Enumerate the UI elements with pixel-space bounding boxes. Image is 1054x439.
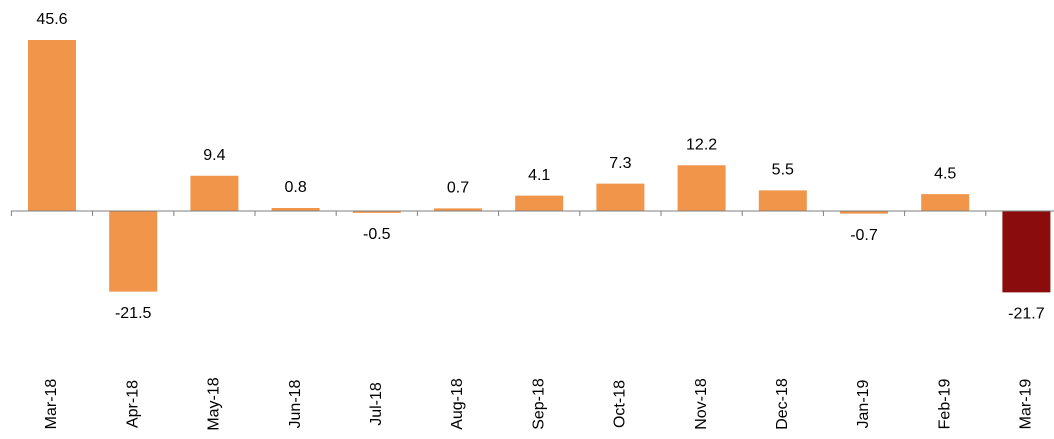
data-label: 7.3 xyxy=(609,155,631,172)
x-tick-label: Mar-19 xyxy=(1018,379,1035,430)
bar xyxy=(840,211,888,214)
data-label: 12.2 xyxy=(686,136,717,153)
x-tick-label: Jun-18 xyxy=(287,379,304,428)
data-label: -0.5 xyxy=(363,226,391,243)
bar xyxy=(190,175,239,211)
data-label: 45.6 xyxy=(36,11,67,28)
bar xyxy=(28,40,76,211)
bar xyxy=(596,183,645,211)
x-tick-label: Jul-18 xyxy=(368,382,385,426)
bar xyxy=(1002,211,1051,293)
data-label: -21.7 xyxy=(1008,306,1045,323)
data-label: 4.5 xyxy=(934,165,956,182)
data-label: 0.7 xyxy=(447,180,469,197)
bar xyxy=(352,211,401,213)
data-label: -0.7 xyxy=(850,227,878,244)
bar xyxy=(271,208,320,211)
bar xyxy=(758,190,807,211)
x-tick-label: Jan-19 xyxy=(855,379,872,428)
data-label: 4.1 xyxy=(528,167,550,184)
data-label: 5.5 xyxy=(772,162,794,179)
data-label: 9.4 xyxy=(203,147,225,164)
bar xyxy=(109,211,158,292)
x-tick-label: May-18 xyxy=(206,377,223,430)
bar xyxy=(515,195,564,211)
x-tick-label: Oct-18 xyxy=(612,380,629,428)
data-label: 0.8 xyxy=(284,179,306,196)
x-tick-label: Aug-18 xyxy=(449,378,466,430)
x-tick-label: Dec-18 xyxy=(774,378,791,430)
x-tick-label: Mar-18 xyxy=(43,379,60,430)
x-tick-label: Apr-18 xyxy=(124,380,141,428)
x-tick-label: Nov-18 xyxy=(693,378,710,430)
bar xyxy=(921,194,970,211)
x-tick-label: Sep-18 xyxy=(530,378,547,430)
bar xyxy=(677,165,726,211)
data-label: -21.5 xyxy=(115,305,152,322)
x-tick-label: Feb-19 xyxy=(936,379,953,430)
bar xyxy=(434,208,482,211)
